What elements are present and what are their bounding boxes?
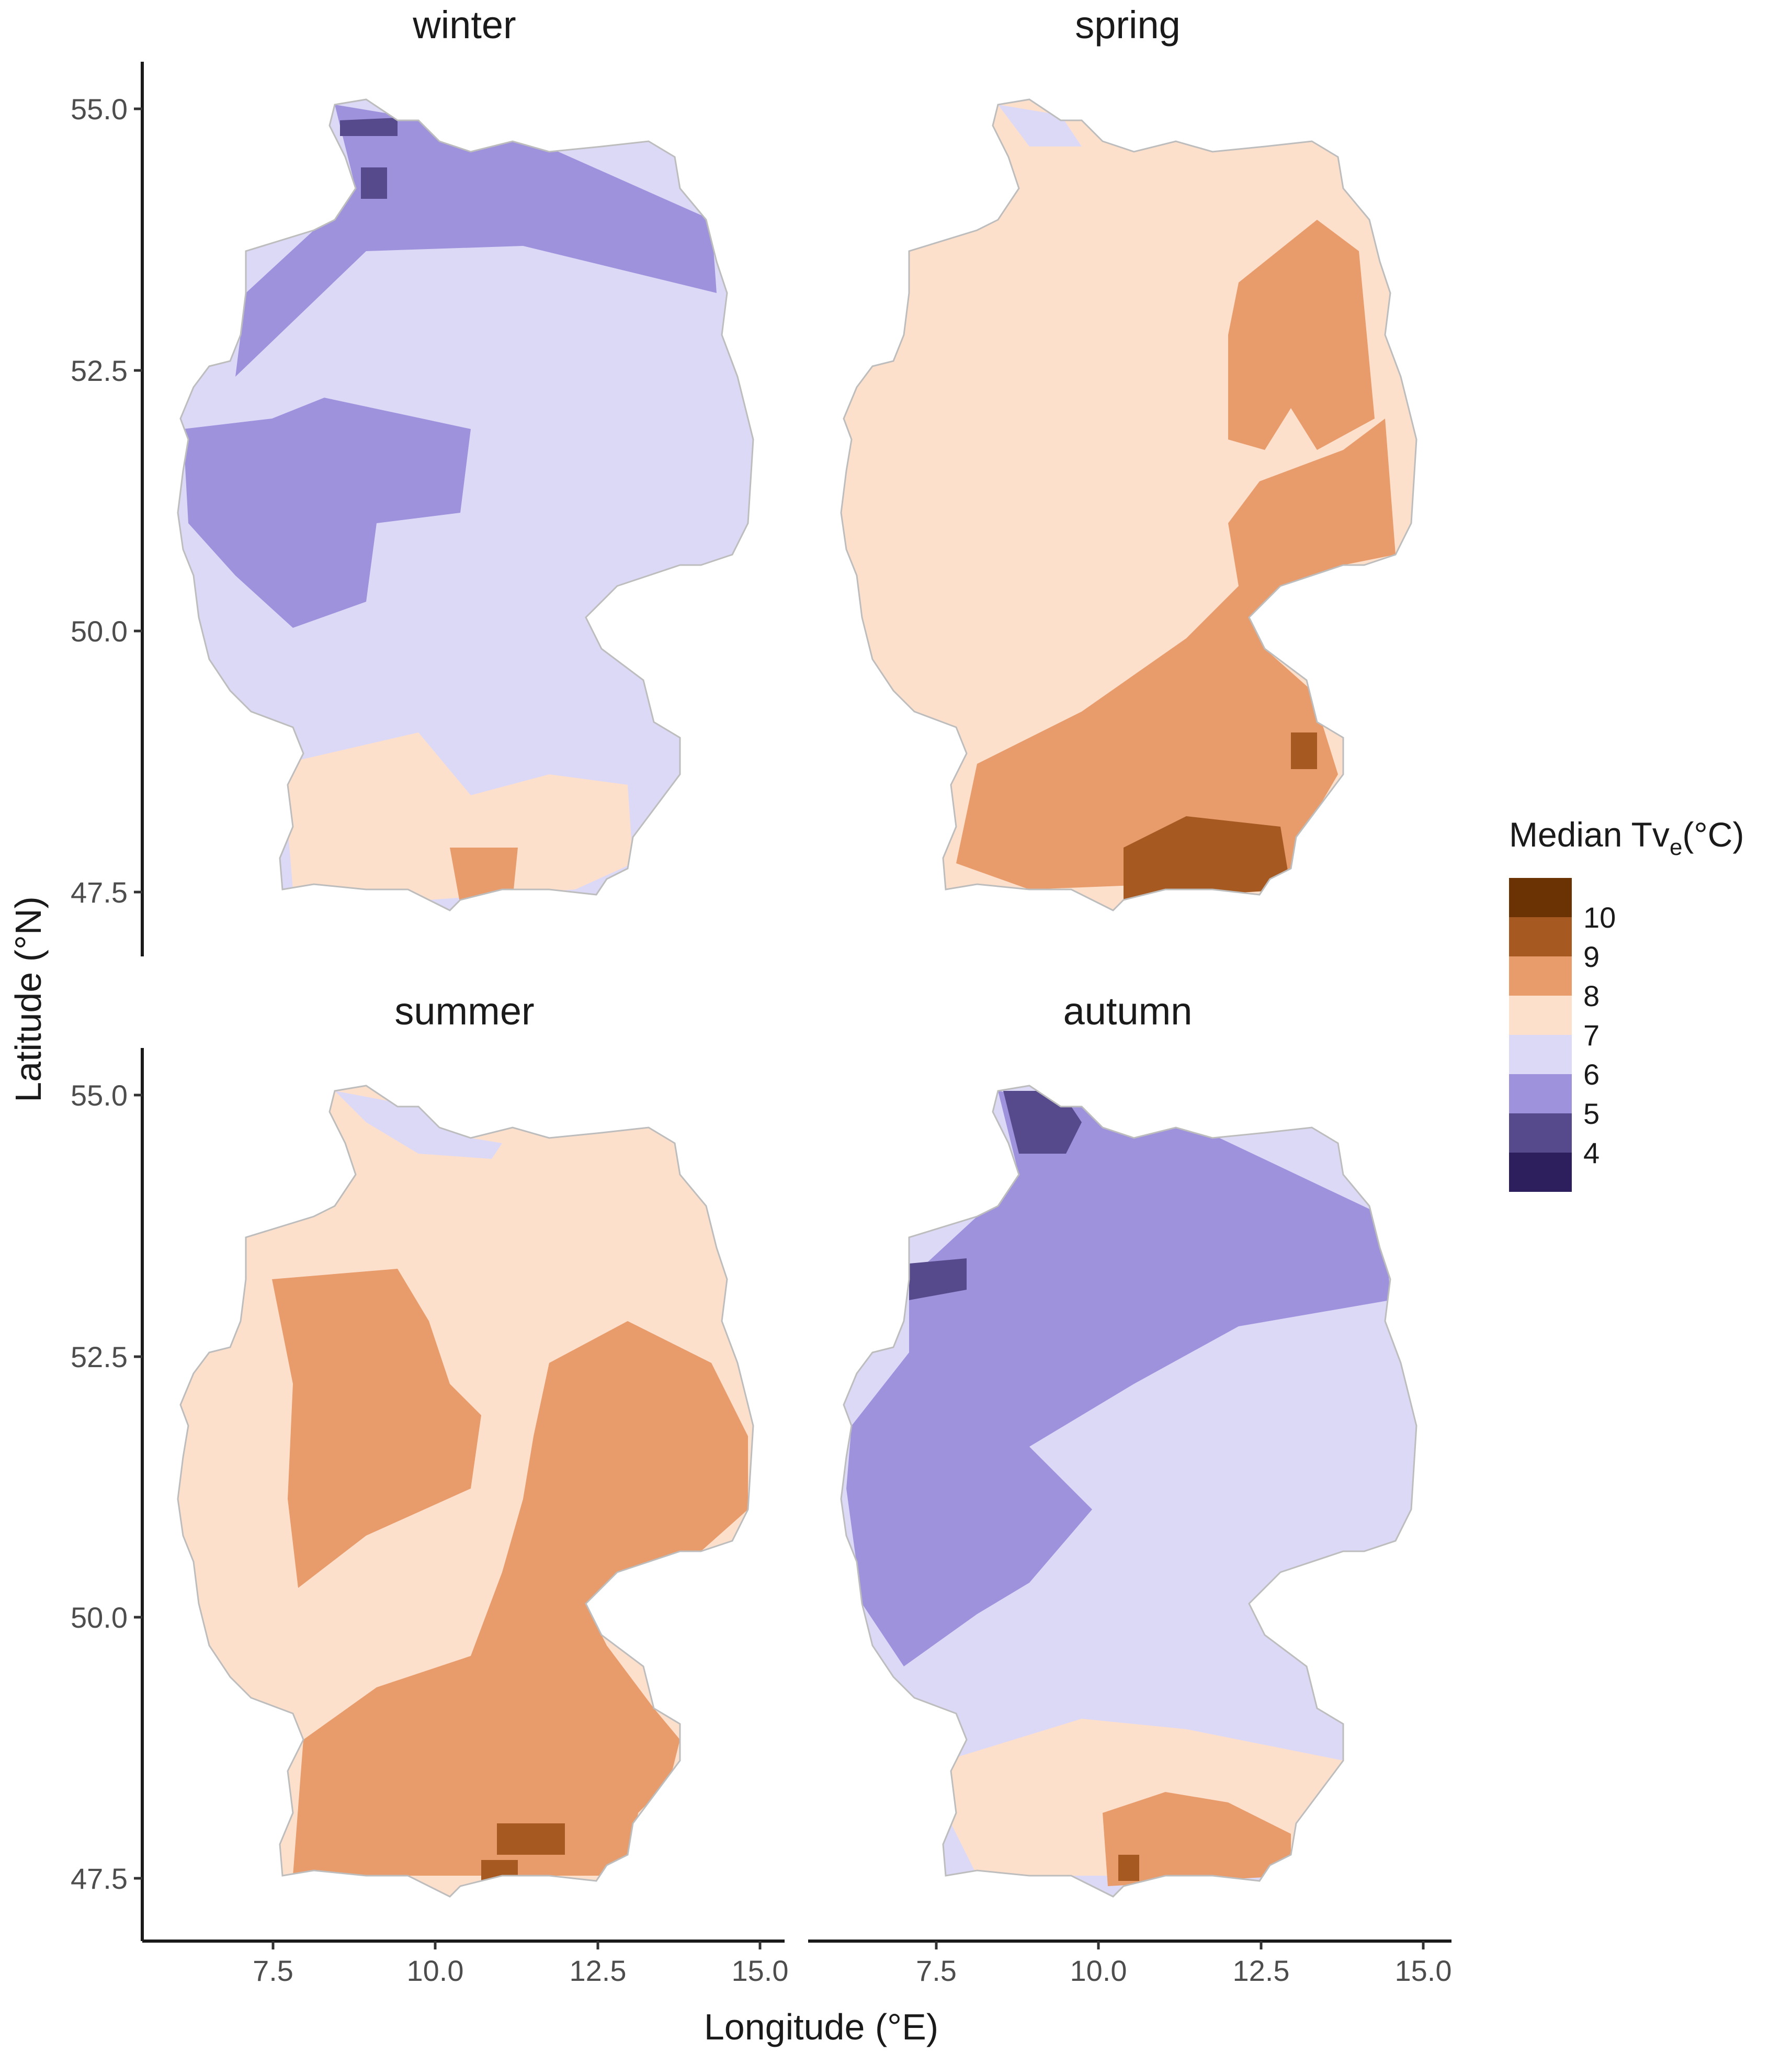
legend-swatch: [1509, 1153, 1572, 1192]
y-ticks-top: 55.0 52.5 50.0 47.5: [71, 93, 142, 909]
map-temperature-patch: [235, 105, 717, 377]
map-temperature-patch: [956, 419, 1396, 889]
map-raster-summer: [178, 1086, 753, 1897]
x-tick-label: 7.5: [253, 1954, 293, 1987]
map-temperature-patch: [272, 1269, 481, 1588]
panel-title-winter: winter: [412, 3, 516, 47]
map-panel-autumn: [840, 1085, 1417, 1898]
y-tick-label: 50.0: [71, 615, 128, 648]
x-axis-title: Longitude (°E): [704, 2006, 938, 2047]
legend-title-unit: (°C): [1682, 815, 1744, 854]
legend-swatch: [1509, 1074, 1572, 1113]
x-tick-label: 15.0: [1395, 1954, 1452, 1987]
legend-swatch: [1509, 956, 1572, 996]
map-temperature-patch: [497, 1823, 565, 1855]
legend-swatch: [1509, 996, 1572, 1035]
legend: Median Tve(°C) 10 9 8 7 6 5 4: [1509, 815, 1744, 1192]
map-base-region: [178, 99, 753, 910]
map-raster-spring: [841, 99, 1416, 910]
panel-title-summer: summer: [394, 989, 534, 1033]
legend-swatch: [1509, 1035, 1572, 1074]
map-temperature-patch: [481, 1860, 518, 1886]
x-tick-label: 7.5: [916, 1954, 957, 1987]
map-temperature-patch: [335, 1091, 502, 1159]
legend-swatches: 10 9 8 7 6 5 4: [1509, 878, 1616, 1192]
panel-title-autumn: autumn: [1063, 989, 1193, 1033]
country-border: [177, 98, 754, 911]
x-tick-label: 12.5: [570, 1954, 627, 1987]
country-border: [177, 1085, 754, 1898]
y-tick-label: 52.5: [71, 1340, 128, 1373]
map-temperature-patch: [1228, 220, 1375, 450]
legend-label: 7: [1583, 1019, 1600, 1052]
x-tick-label: 12.5: [1233, 1954, 1290, 1987]
map-temperature-patch: [1103, 1792, 1291, 1886]
legend-swatch: [1509, 878, 1572, 917]
country-border: [840, 98, 1417, 911]
y-tick-label: 55.0: [71, 93, 128, 126]
map-temperature-patch: [282, 732, 633, 900]
y-axis-title: Latitude (°N): [8, 896, 49, 1102]
x-ticks-left: 7.5 10.0 12.5 15.0: [253, 1941, 789, 1987]
map-temperature-patch: [183, 398, 471, 628]
y-tick-label: 52.5: [71, 354, 128, 387]
map-panel-winter: [177, 98, 754, 911]
map-temperature-patch: [846, 1091, 1390, 1666]
map-temperature-patch: [361, 167, 387, 199]
legend-label: 6: [1583, 1058, 1600, 1091]
legend-label: 9: [1583, 940, 1600, 973]
country-border: [840, 1085, 1417, 1898]
legend-swatch: [1509, 1113, 1572, 1153]
legend-label: 10: [1583, 901, 1616, 934]
y-tick-label: 50.0: [71, 1601, 128, 1634]
legend-label: 4: [1583, 1136, 1600, 1169]
x-tick-label: 10.0: [407, 1954, 464, 1987]
legend-label: 8: [1583, 979, 1600, 1012]
y-tick-label: 47.5: [71, 1862, 128, 1895]
x-tick-label: 10.0: [1070, 1954, 1127, 1987]
axes: [141, 62, 1451, 1943]
map-temperature-patch: [340, 118, 398, 136]
map-temperature-patch: [1118, 1855, 1139, 1881]
x-tick-label: 15.0: [732, 1954, 789, 1987]
map-raster-winter: [178, 99, 753, 910]
legend-label: 5: [1583, 1097, 1600, 1130]
map-raster-autumn: [841, 1086, 1416, 1897]
map-temperature-patch: [450, 848, 518, 905]
legend-title-subscript: e: [1670, 835, 1682, 860]
y-tick-label: 47.5: [71, 876, 128, 909]
map-temperature-patch: [909, 1258, 967, 1300]
legend-swatch: [1509, 917, 1572, 956]
x-ticks-right: 7.5 10.0 12.5 15.0: [916, 1941, 1452, 1987]
map-panel-summer: [177, 1085, 754, 1898]
map-panel-spring: [840, 98, 1417, 911]
panel-title-spring: spring: [1075, 3, 1181, 47]
map-temperature-patch: [293, 1321, 748, 1876]
map-temperature-patch: [1291, 732, 1317, 769]
map-temperature-patch: [1124, 816, 1291, 900]
legend-title: Median Tve(°C): [1509, 815, 1744, 860]
y-ticks-bottom: 55.0 52.5 50.0 47.5: [71, 1079, 142, 1895]
y-tick-label: 55.0: [71, 1079, 128, 1112]
legend-title-main: Median Tv: [1509, 815, 1670, 854]
